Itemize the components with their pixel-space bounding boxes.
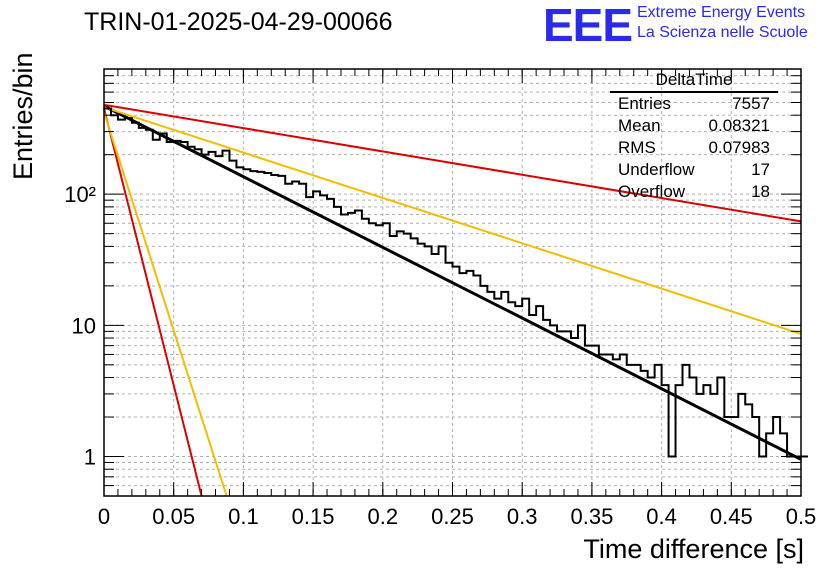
y-axis-label: Entries/bin bbox=[8, 52, 38, 180]
stats-label: Mean bbox=[618, 116, 661, 135]
stats-label: Underflow bbox=[618, 160, 695, 179]
stats-value: 7557 bbox=[732, 94, 770, 113]
stats-row-entries: Entries 7557 bbox=[610, 93, 778, 115]
stats-row-rms: RMS 0.07983 bbox=[610, 137, 778, 159]
x-tick-label: 0.05 bbox=[152, 504, 195, 529]
model-curve-orange bbox=[103, 112, 228, 497]
series-group bbox=[103, 103, 802, 497]
stats-label: Entries bbox=[618, 94, 671, 113]
x-tick-label: 0.4 bbox=[646, 504, 677, 529]
axis-ticks bbox=[103, 68, 802, 497]
x-tick-label: 0.1 bbox=[228, 504, 259, 529]
stats-row-mean: Mean 0.08321 bbox=[610, 115, 778, 137]
stats-value: 18 bbox=[751, 182, 770, 201]
y-tick-label: 1 bbox=[84, 445, 96, 470]
x-tick-label: 0.5 bbox=[786, 504, 817, 529]
eee-logo: EEE bbox=[543, 0, 633, 51]
logo-line-1: Extreme Energy Events bbox=[637, 4, 806, 21]
x-tick-label: 0.45 bbox=[710, 504, 753, 529]
y-tick-label: 10 bbox=[72, 313, 96, 338]
stats-value: 0.08321 bbox=[708, 116, 770, 135]
stats-row-overflow: Overflow 18 bbox=[610, 181, 778, 203]
model-curve-red bbox=[103, 108, 203, 497]
y-tick-label: 10² bbox=[64, 182, 96, 207]
model-curve-red bbox=[103, 103, 802, 223]
gridlines bbox=[104, 68, 801, 497]
stats-label: RMS bbox=[618, 138, 656, 157]
stats-label: Overflow bbox=[618, 182, 686, 201]
x-tick-label: 0.15 bbox=[292, 504, 335, 529]
histogram-steps bbox=[104, 107, 808, 458]
stats-value: 0.07983 bbox=[708, 138, 770, 157]
tick-labels: 0 0.05 0.1 0.15 0.2 0.25 0.3 0.35 0.4 0.45 0.5 1 10 1… bbox=[64, 182, 816, 529]
fit-line bbox=[103, 104, 802, 461]
stats-row-underflow: Underflow 17 bbox=[610, 159, 778, 181]
x-axis-label: Time difference [s] bbox=[583, 534, 804, 564]
stats-title: DeltaTime bbox=[610, 70, 778, 93]
x-tick-label: 0.2 bbox=[368, 504, 399, 529]
x-tick-label: 0.35 bbox=[570, 504, 613, 529]
x-tick-label: 0.3 bbox=[507, 504, 538, 529]
logo-line-2: La Scienza nelle Scuole bbox=[637, 24, 808, 41]
stats-box: DeltaTime Entries 7557 Mean 0.08321 RMS 0.0… bbox=[610, 70, 778, 203]
stats-value: 17 bbox=[751, 160, 770, 179]
histogram-group bbox=[104, 107, 808, 458]
chart-title: TRIN-01-2025-04-29-00066 bbox=[84, 8, 393, 36]
x-tick-label: 0.25 bbox=[431, 504, 474, 529]
x-tick-label: 0 bbox=[98, 504, 110, 529]
model-curve-orange bbox=[103, 106, 802, 335]
